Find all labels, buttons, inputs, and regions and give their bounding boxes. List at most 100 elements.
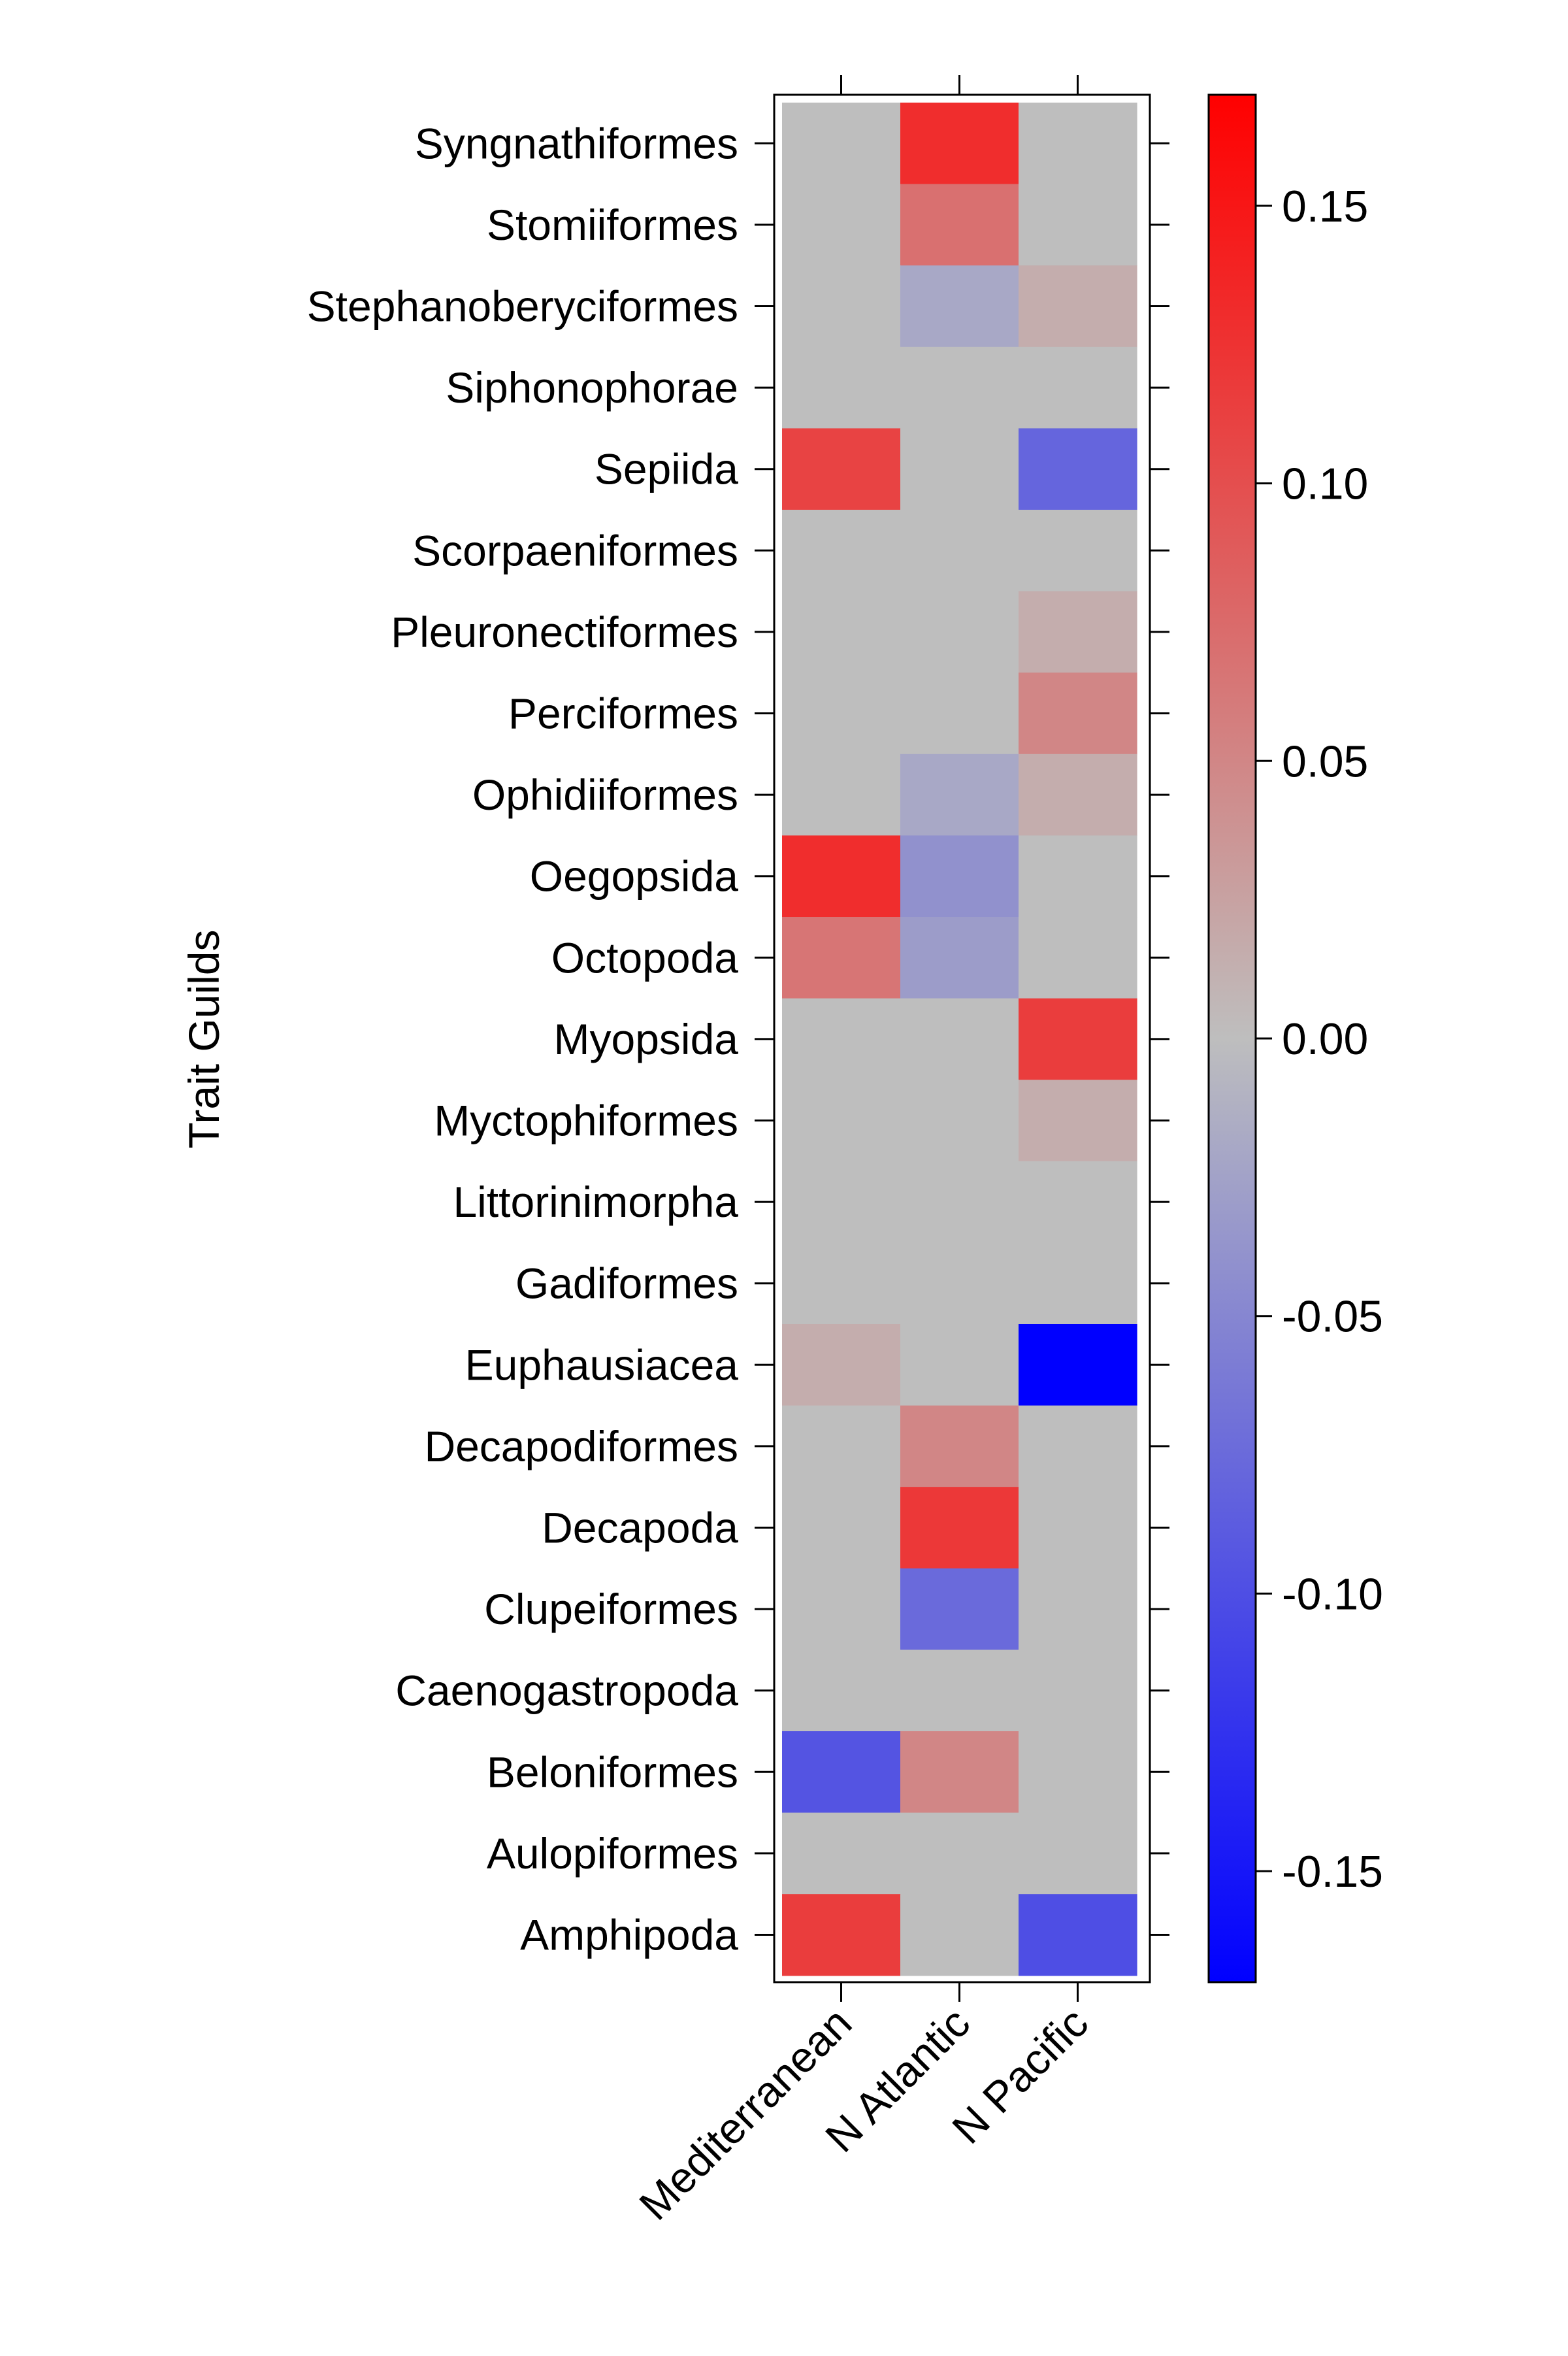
heatmap-cell (782, 754, 901, 836)
y-tick-label: Caenogastropoda (395, 1667, 738, 1715)
heatmap-cell (782, 917, 901, 999)
x-tick-label: Mediterranean (630, 1999, 860, 2229)
heatmap-cell (1019, 672, 1137, 755)
heatmap-cell (782, 1894, 901, 1976)
heatmap-cell (1019, 835, 1137, 918)
heatmap-cell (1019, 1894, 1137, 1976)
heatmap-cell (782, 1242, 901, 1325)
heatmap-cell (782, 1568, 901, 1650)
heatmap-cell (900, 1161, 1019, 1243)
heatmap-cell (1019, 1080, 1137, 1162)
y-tick-label: Stomiiformes (487, 201, 738, 249)
heatmap-cell (782, 1080, 901, 1162)
heatmap-cell (782, 1812, 901, 1895)
heatmap-cell (1019, 346, 1137, 429)
heatmap-cell (782, 1650, 901, 1732)
heatmap-cell (900, 510, 1019, 592)
colorbar (1207, 93, 1257, 1983)
colorbar-tick-label: 0.05 (1282, 737, 1368, 786)
y-tick-label: Octopoda (551, 933, 738, 982)
y-axis-tick-labels: Syngnathiformes Stomiiformes Stephanoberyc… (307, 119, 739, 1959)
heatmap-cell (782, 835, 901, 918)
colorbar-tick-label: -0.05 (1282, 1292, 1383, 1342)
heatmap-cell (900, 1731, 1019, 1814)
y-tick-label: Aulopiformes (487, 1829, 738, 1878)
heatmap-cell (900, 428, 1019, 510)
heatmap-cell (900, 1650, 1019, 1732)
heatmap-cell (782, 591, 901, 673)
heatmap-cell (900, 1812, 1019, 1895)
y-tick-label: Perciformes (508, 689, 738, 738)
heatmap-cell (782, 510, 901, 592)
heatmap-cell (900, 1080, 1019, 1162)
heatmap-cell (900, 1487, 1019, 1569)
heatmap-cell (900, 1242, 1019, 1325)
y-tick-label: Littorinimorpha (453, 1178, 738, 1226)
heatmap-cell (782, 1731, 901, 1814)
y-tick-label: Scorpaeniformes (412, 526, 738, 574)
heatmap-cell (1019, 1487, 1137, 1569)
heatmap-cell (900, 835, 1019, 918)
y-tick-label: Syngnathiformes (415, 119, 738, 167)
y-tick-label: Decapodiformes (424, 1422, 738, 1470)
heatmap-cell (900, 1894, 1019, 1976)
y-tick-label: Stephanoberyciformes (307, 282, 738, 331)
heatmap-cells (782, 103, 1137, 1976)
heatmap-cell (1019, 1731, 1137, 1814)
y-tick-label: Siphonophorae (446, 363, 738, 412)
heatmap-cell (782, 428, 901, 510)
y-tick-label: Beloniformes (487, 1748, 738, 1796)
heatmap-cell (1019, 184, 1137, 266)
y-tick-label: Ophidiiformes (472, 771, 738, 819)
colorbar-tick-label: 0.00 (1282, 1014, 1368, 1064)
y-tick-label: Pleuronectiformes (391, 608, 738, 656)
y-tick-label: Gadiformes (515, 1259, 738, 1308)
heatmap-cell (1019, 1812, 1137, 1895)
heatmap-cell (782, 998, 901, 1080)
y-tick-label: Amphipoda (520, 1911, 738, 1959)
heatmap-cell (1019, 917, 1137, 999)
heatmap-cell (782, 346, 901, 429)
heatmap-cell (900, 346, 1019, 429)
heatmap-cell (782, 672, 901, 755)
heatmap-cell (900, 998, 1019, 1080)
colorbar-tick-label: -0.10 (1282, 1569, 1383, 1619)
heatmap-cell (900, 265, 1019, 348)
heatmap-cell (782, 1487, 901, 1569)
heatmap-cell (1019, 1324, 1137, 1406)
colorbar-tick-label: -0.15 (1282, 1847, 1383, 1897)
heatmap-cell (1019, 998, 1137, 1080)
heatmap-cell (1019, 265, 1137, 348)
heatmap-cell (782, 184, 901, 266)
heatmap-cell (900, 591, 1019, 673)
heatmap-cell (1019, 1405, 1137, 1487)
heatmap-cell (1019, 1568, 1137, 1650)
heatmap-cell (900, 754, 1019, 836)
heatmap-cell (782, 1324, 901, 1406)
y-axis-label: Trait Guilds (180, 930, 228, 1149)
y-tick-label: Myctophiformes (434, 1097, 738, 1145)
heatmap-cell (900, 103, 1019, 185)
heatmap-cell (1019, 1650, 1137, 1732)
y-tick-label: Myopsida (554, 1015, 739, 1063)
heatmap-cell (900, 1405, 1019, 1487)
heatmap-cell (782, 103, 901, 185)
heatmap-cell (1019, 103, 1137, 185)
heatmap-cell (900, 672, 1019, 755)
colorbar-tick-label: 0.10 (1282, 459, 1368, 509)
heatmap-cell (900, 184, 1019, 266)
colorbar-tick-label: 0.15 (1282, 182, 1368, 231)
heatmap-cell (900, 1324, 1019, 1406)
axis-ticks (755, 75, 1169, 2002)
heatmap-cell (782, 265, 901, 348)
y-tick-label: Euphausiacea (465, 1340, 739, 1389)
heatmap-cell (1019, 428, 1137, 510)
heatmap-cell (1019, 591, 1137, 673)
heatmap-cell (1019, 1242, 1137, 1325)
heatmap-cell (900, 917, 1019, 999)
y-tick-label: Oegopsida (530, 852, 739, 901)
heatmap-cell (1019, 754, 1137, 836)
